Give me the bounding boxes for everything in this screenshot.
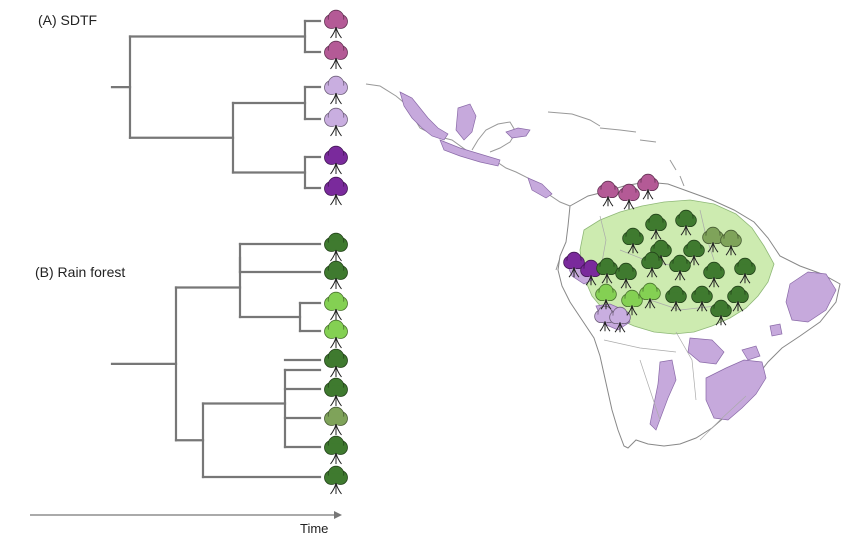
sdtf-area-caatinga (785, 271, 837, 323)
map-sdtf-tree-icon (580, 259, 602, 286)
rainforest-tip-tree-icon (324, 377, 348, 407)
map-rainforest-tree-icon (710, 299, 732, 326)
sdtf-area-mexico (399, 91, 449, 141)
sdtf-area-misiones (705, 359, 767, 421)
sdtf-area-chiquitano (687, 337, 725, 365)
map-sdtf-tree-icon (563, 251, 585, 278)
rainforest-tip-tree-icon (324, 435, 348, 465)
map-rainforest-tree-icon (720, 229, 742, 256)
rainforest-tip-tree-icon (324, 232, 348, 262)
map-rainforest-tree-icon (665, 285, 687, 312)
rainforest-tip-tree-icon (324, 291, 348, 321)
map-sdtf-tree-icon (637, 173, 659, 200)
map-rainforest-tree-icon (621, 289, 643, 316)
sdtf-tip-tree-icon (324, 176, 348, 206)
map-rainforest-tree-icon (734, 257, 756, 284)
map-sdtf-tree-icon (618, 183, 640, 210)
rainforest-tip-tree-icon (324, 319, 348, 349)
map-rainforest-tree-icon (691, 285, 713, 312)
sdtf-tip-tree-icon (324, 9, 348, 39)
time-axis (30, 511, 342, 519)
panel-a-label: (A) SDTF (38, 12, 98, 28)
map-rainforest-tree-icon (703, 261, 725, 288)
sdtf-tip-tree-icon (324, 107, 348, 137)
tree-layer (563, 173, 756, 333)
map-rainforest-tree-icon (727, 285, 749, 312)
sdtf-phylogeny (110, 9, 348, 206)
rainforest-tip-tree-icon (324, 260, 348, 290)
rainforest-tip-tree-icon (324, 465, 348, 495)
time-axis-arrowhead (334, 511, 342, 519)
map-rainforest-tree-icon (641, 251, 663, 278)
sdtf-area-small-patches (741, 323, 783, 361)
rainforest-phylogeny (110, 232, 348, 495)
time-axis-label: Time (300, 521, 329, 536)
map-rainforest-tree-icon (669, 254, 691, 281)
sdtf-area-cuba (505, 127, 531, 139)
map-rainforest-tree-icon (596, 257, 618, 284)
map-rainforest-tree-icon (639, 282, 661, 309)
sdtf-area-panama (527, 177, 553, 199)
rainforest-tip-tree-icon (324, 348, 348, 378)
caribbean-islands (547, 111, 685, 187)
map-rainforest-tree-icon (622, 227, 644, 254)
yucatan-outline (471, 121, 517, 153)
map-rainforest-tree-icon (683, 239, 705, 266)
map-rainforest-tree-icon (650, 239, 672, 266)
map-sdtf-tree-icon (597, 180, 619, 207)
sdtf-area-yucatan (455, 103, 477, 141)
sdtf-area-andean-piedmont (649, 359, 677, 431)
map-rainforest-tree-icon (645, 213, 667, 240)
map-rainforest-tree-icon (675, 209, 697, 236)
map-rainforest-tree-icon (702, 226, 724, 253)
rainforest-tip-tree-icon (324, 406, 348, 436)
sdtf-tip-tree-icon (324, 75, 348, 105)
sdtf-tip-tree-icon (324, 145, 348, 175)
sdtf-area-pacific-coast (439, 139, 501, 167)
map-rainforest-tree-icon (615, 262, 637, 289)
panel-b-label: (B) Rain forest (35, 264, 126, 280)
map-rainforest-tree-icon (595, 283, 617, 310)
sdtf-tip-tree-icon (324, 40, 348, 70)
